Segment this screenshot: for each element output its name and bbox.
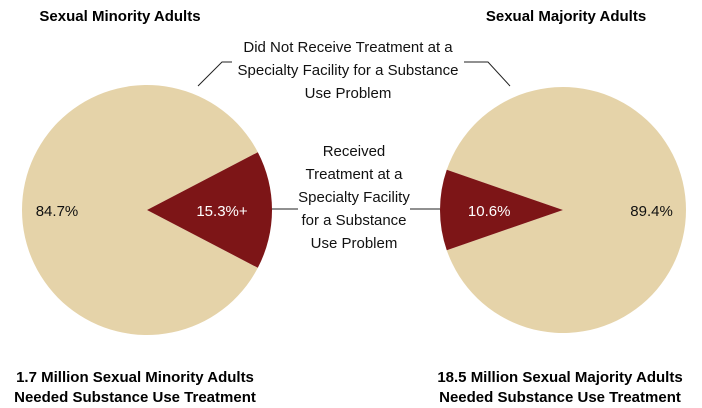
leader-line	[456, 61, 511, 87]
category-label: Received Treatment at a Specialty Facili…	[298, 140, 410, 255]
pie-slice	[446, 87, 686, 333]
footnote: 1.7 Million Sexual Minority Adults Neede…	[14, 369, 256, 406]
pie-slice	[440, 169, 563, 251]
chart-title: Sexual Majority Adults	[485, 8, 647, 25]
value-label: 15.3%+	[196, 203, 248, 220]
pie-slice	[22, 85, 258, 335]
value-label: 84.7%	[36, 203, 79, 220]
value-label: 10.6%	[468, 203, 511, 220]
value-label: 89.4%	[630, 203, 673, 220]
footnote: 18.5 Million Sexual Majority Adults Need…	[437, 369, 683, 406]
category-label: Did Not Receive Treatment at a Specialty…	[232, 36, 464, 105]
chart-title: Sexual Minority Adults	[39, 8, 201, 25]
pie-slice	[147, 152, 272, 268]
